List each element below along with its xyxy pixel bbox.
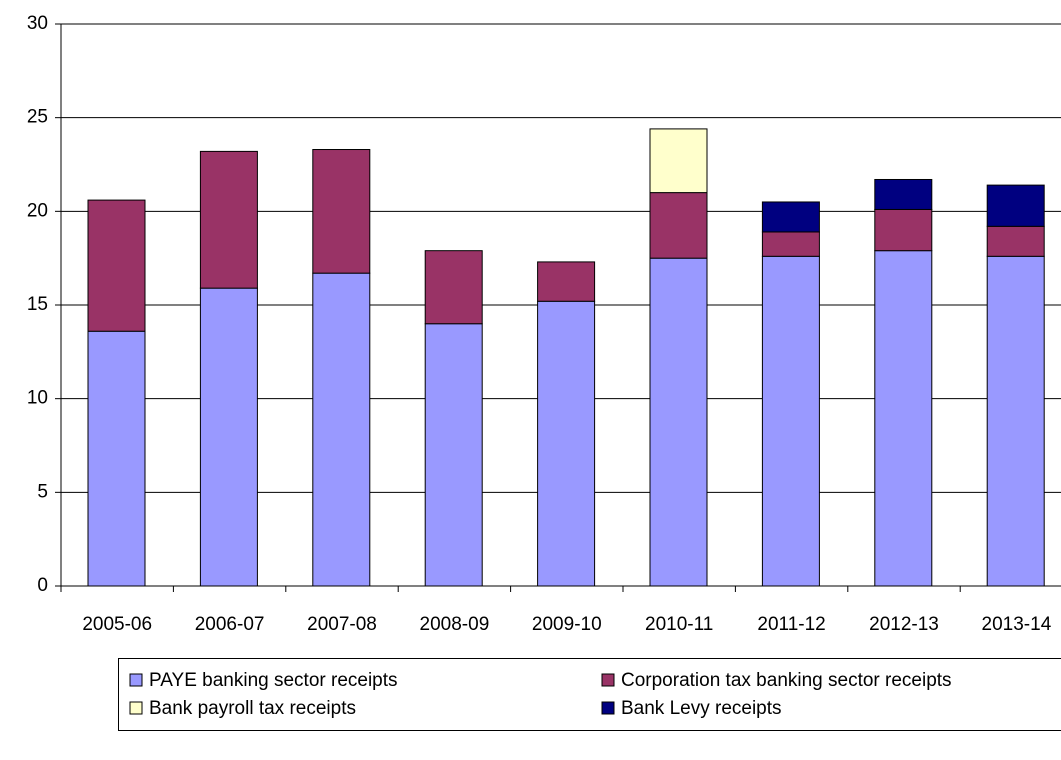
x-tick-label: 2013-14 — [982, 614, 1052, 635]
x-tick-label: 2012-13 — [869, 614, 939, 635]
bar-segment — [312, 272, 371, 587]
y-tick-label: 10 — [27, 388, 48, 409]
legend-swatch — [129, 673, 143, 687]
bar-segment — [649, 128, 708, 194]
bar-segment — [986, 184, 1045, 227]
x-tick-label: 2007-08 — [307, 614, 377, 635]
legend-swatch — [601, 673, 615, 687]
x-tick-label: 2011-12 — [757, 614, 825, 635]
x-tick-label: 2005-06 — [82, 614, 152, 635]
bar-segment — [874, 208, 933, 252]
legend-box — [118, 658, 1061, 731]
legend-swatch — [601, 701, 615, 715]
bar-segment — [761, 201, 820, 233]
legend-label: PAYE banking sector receipts — [149, 670, 398, 691]
y-tick-label: 30 — [27, 13, 48, 34]
bar-segment — [424, 250, 483, 325]
bar-segment — [874, 250, 933, 587]
legend-label: Bank payroll tax receipts — [149, 698, 356, 719]
bar-segment — [312, 149, 371, 274]
y-tick-label: 25 — [27, 107, 48, 128]
bar-segment — [537, 261, 596, 302]
bar-segment — [199, 150, 258, 289]
y-tick-label: 5 — [37, 481, 48, 502]
x-tick-label: 2008-09 — [420, 614, 490, 635]
bar-segment — [424, 323, 483, 587]
legend-swatch — [129, 701, 143, 715]
bar-segment — [87, 330, 146, 587]
bar-segment — [874, 178, 933, 210]
x-tick-label: 2009-10 — [532, 614, 602, 635]
bar-segment — [649, 257, 708, 587]
bar-segment — [199, 287, 258, 587]
y-tick-label: 0 — [37, 575, 48, 596]
bar-segment — [761, 231, 820, 257]
bar-segment — [537, 300, 596, 587]
x-tick-label: 2010-11 — [645, 614, 713, 635]
bar-segment — [87, 199, 146, 332]
y-tick-label: 20 — [27, 200, 48, 221]
bar-segment — [761, 255, 820, 587]
legend-label: Bank Levy receipts — [621, 698, 782, 719]
y-tick-label: 15 — [27, 294, 48, 315]
bar-segment — [986, 225, 1045, 257]
bar-segment — [986, 255, 1045, 587]
x-tick-label: 2006-07 — [195, 614, 265, 635]
legend-label: Corporation tax banking sector receipts — [621, 670, 952, 691]
bar-segment — [649, 192, 708, 259]
